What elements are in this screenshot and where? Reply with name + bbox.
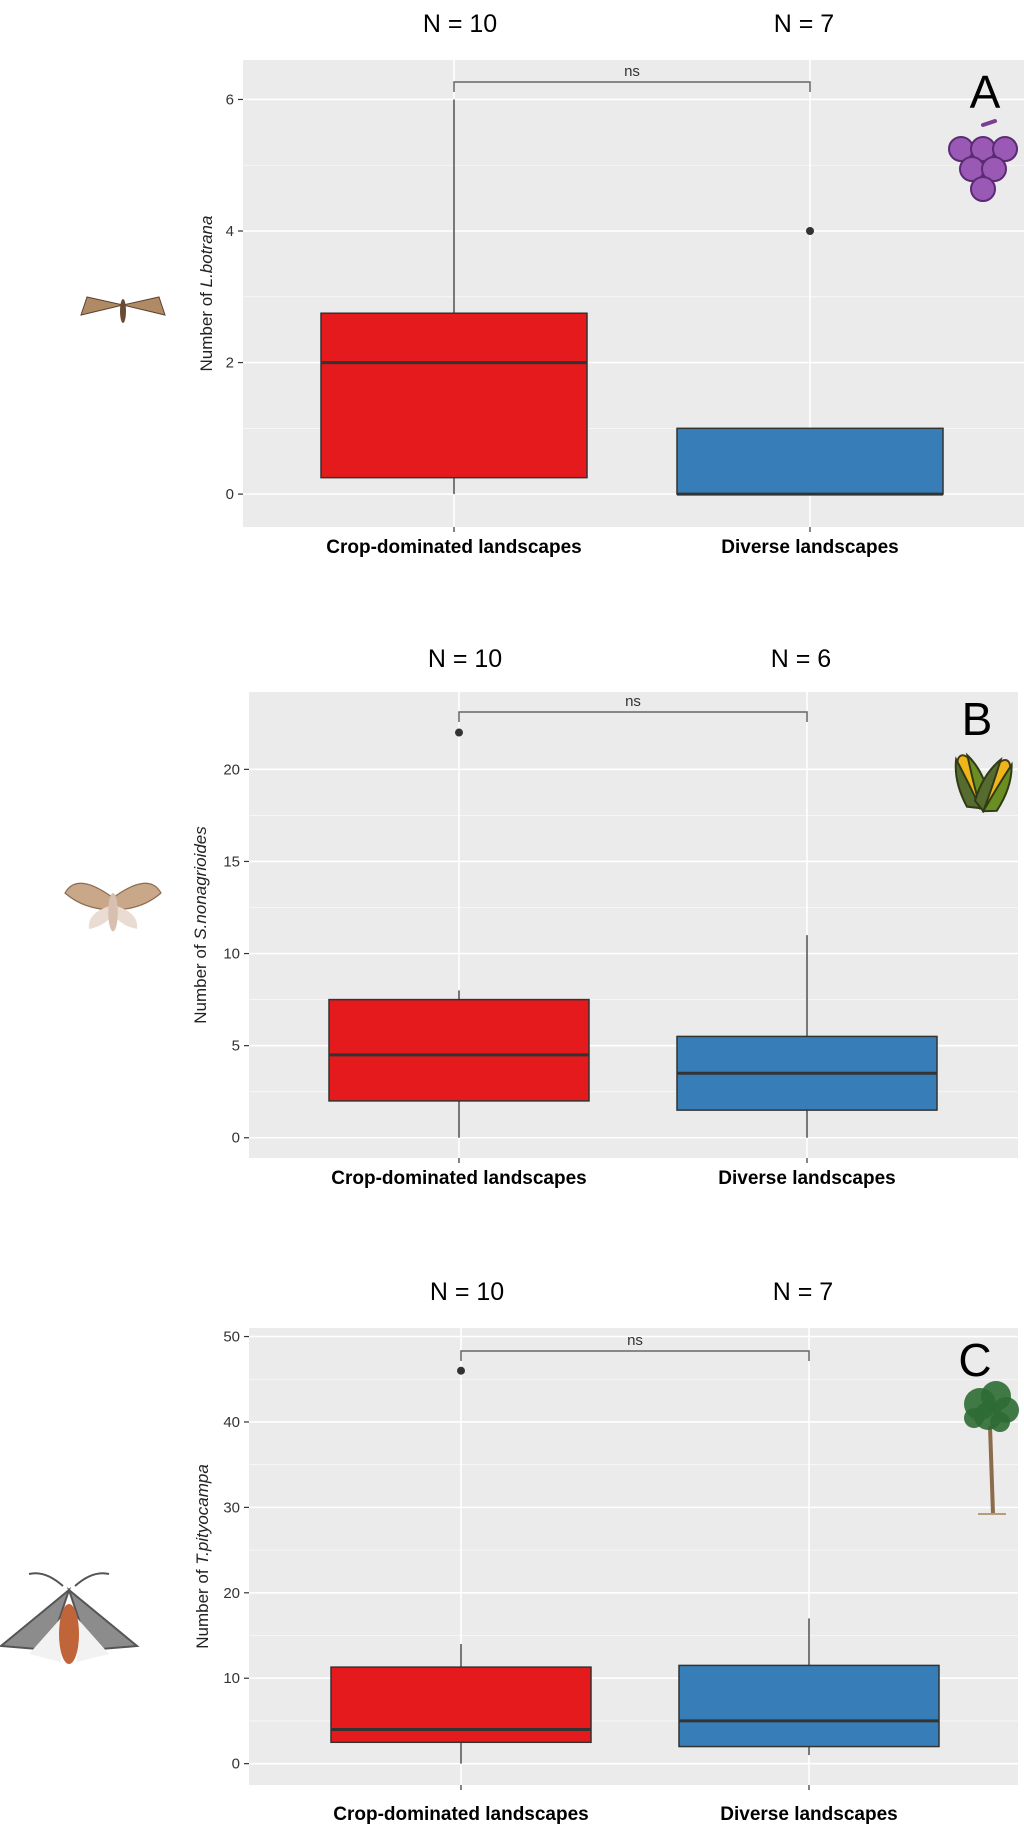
sample-size-label: N = 6 <box>771 645 831 673</box>
y-axis-label: Number of T.pityocampa <box>193 1464 212 1649</box>
corn-husk <box>973 756 1003 814</box>
moth-antennae <box>28 1572 110 1587</box>
chart-panel-a: 0 2 4 6 Crop-dominated landscapes Diverse lan… <box>80 10 1024 558</box>
x-category-label: Crop-dominated landscapes <box>331 1168 587 1189</box>
moth-sesamia-nonagrioides-icon <box>64 882 162 932</box>
box-diverse <box>678 1664 940 1748</box>
x-category-label: Diverse landscapes <box>721 537 898 558</box>
y-tick-label: 15 <box>223 853 240 870</box>
moth-wing <box>80 296 124 316</box>
y-tick-label: 40 <box>223 1414 240 1431</box>
outlier-point <box>455 728 463 737</box>
x-category-label: Diverse landscapes <box>718 1168 895 1189</box>
moth-hindwing <box>29 1618 61 1662</box>
panel-label: B <box>962 693 993 745</box>
y-tick-label: 50 <box>223 1329 240 1346</box>
y-axis-label-prefix: Number of <box>193 1565 212 1649</box>
x-category-label: Diverse landscapes <box>720 1804 897 1825</box>
moth-wing <box>64 882 114 911</box>
y-tick-label: 4 <box>226 223 234 240</box>
y-tick-label: 0 <box>232 1756 240 1773</box>
panel-label: A <box>970 66 1001 118</box>
sample-size-label: N = 10 <box>423 10 497 38</box>
y-axis-label-prefix: Number of <box>191 940 210 1024</box>
pine-tree-icon <box>964 1381 1019 1515</box>
moth-thaumetopoea-pityocampa-icon <box>0 1572 140 1664</box>
chart-panel-b: 0 5 10 15 20 Crop-dominated landscapes Diverse… <box>64 645 1018 1189</box>
chart-panel-c: 0 10 20 30 40 50 Crop-dominated landscapes Dive… <box>0 1278 1019 1825</box>
y-tick-label: 5 <box>232 1038 240 1055</box>
y-axis-label-species: T.pityocampa <box>193 1464 212 1564</box>
y-tick-label: 10 <box>223 946 240 963</box>
y-tick-label: 20 <box>223 1585 240 1602</box>
pine-foliage <box>964 1408 984 1428</box>
moth-wing <box>122 296 166 316</box>
significance-bracket <box>460 1350 810 1361</box>
moth-hindwing <box>88 905 113 929</box>
y-axis-label-species: S.nonagrioides <box>191 826 210 940</box>
sample-size-label: N = 7 <box>773 1278 833 1306</box>
corn-icon <box>954 752 1013 814</box>
y-axis-label-prefix: Number of <box>197 287 216 371</box>
y-axis-label-species: L.botrana <box>197 216 216 288</box>
moth-body <box>120 299 126 323</box>
y-tick-label: 0 <box>232 1130 240 1147</box>
y-tick-label: 10 <box>223 1670 240 1687</box>
y-tick-label: 30 <box>223 1499 240 1516</box>
y-tick-label: 0 <box>226 486 234 503</box>
moth-body <box>108 893 118 932</box>
y-tick-label: 6 <box>226 91 234 108</box>
grapes-icon <box>948 119 1018 202</box>
significance-label: ns <box>627 1332 643 1349</box>
sample-size-label: N = 10 <box>430 1278 504 1306</box>
corn-husk <box>981 761 1013 813</box>
moth-hindwing <box>113 905 138 929</box>
y-tick-label: 2 <box>226 355 234 372</box>
grape-berry <box>970 176 996 202</box>
moth-hindwing <box>77 1618 109 1662</box>
y-axis-label: Number of S.nonagrioides <box>191 826 210 1024</box>
sample-size-label: N = 10 <box>428 645 502 673</box>
significance-label: ns <box>624 63 640 80</box>
panel-label: C <box>958 1334 991 1386</box>
grape-stem <box>981 119 997 127</box>
box-crop-dominated <box>328 998 590 1102</box>
grape-berry <box>981 156 1007 182</box>
pine-foliage <box>990 1412 1010 1432</box>
box-crop-dominated <box>320 312 588 479</box>
x-category-label: Crop-dominated landscapes <box>333 1804 589 1825</box>
sample-size-label: N = 7 <box>774 10 834 38</box>
box-diverse <box>676 427 944 495</box>
significance-bracket <box>458 711 808 722</box>
moth-lobesia-botrana-icon <box>80 296 166 323</box>
outlier-point <box>457 1366 465 1375</box>
corn-cob <box>973 756 1013 814</box>
moth-wing <box>112 882 162 911</box>
moth-body <box>59 1604 79 1664</box>
grape-berry <box>992 136 1018 162</box>
y-tick-label: 20 <box>223 761 240 778</box>
significance-bracket <box>453 81 811 92</box>
outlier-point <box>806 227 814 236</box>
pine-trunk <box>988 1425 995 1515</box>
box-crop-dominated <box>330 1666 592 1744</box>
y-axis-label: Number of L.botrana <box>197 216 216 372</box>
x-category-label: Crop-dominated landscapes <box>326 537 582 558</box>
significance-label: ns <box>625 693 641 710</box>
